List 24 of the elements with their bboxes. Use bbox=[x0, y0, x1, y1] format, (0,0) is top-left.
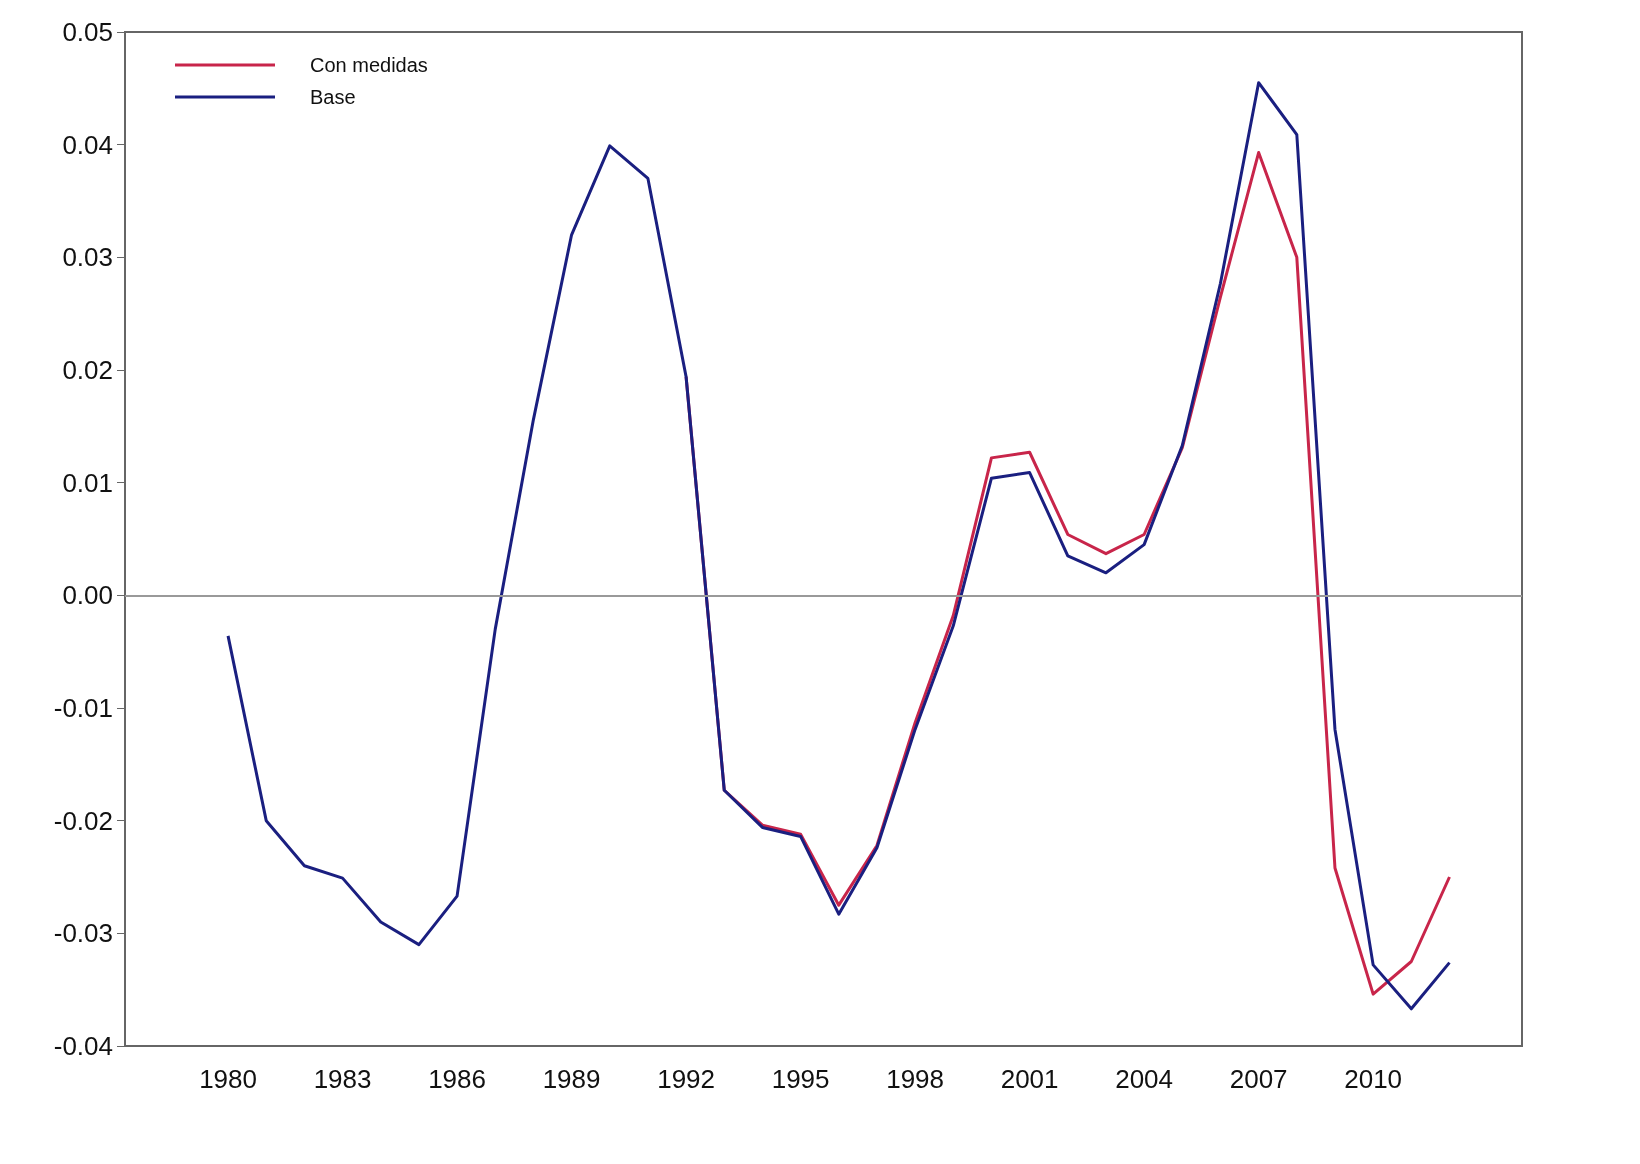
y-tick-label: 0.00 bbox=[62, 580, 113, 611]
y-tick-label: 0.01 bbox=[62, 467, 113, 498]
y-tick-label: -0.04 bbox=[53, 1031, 113, 1061]
y-tick-label: 0.02 bbox=[62, 355, 113, 385]
x-tick-label: 1983 bbox=[313, 1064, 372, 1094]
x-tick-label: 2001 bbox=[1000, 1064, 1059, 1094]
x-tick-label: 2007 bbox=[1229, 1064, 1288, 1094]
x-tick-label: 1998 bbox=[886, 1064, 945, 1094]
x-tick-label: 1989 bbox=[542, 1064, 601, 1094]
y-tick-label: -0.02 bbox=[53, 805, 113, 836]
y-tick-label: 0.03 bbox=[62, 242, 113, 273]
y-tick-label: -0.03 bbox=[53, 918, 113, 949]
y-tick-label: 0.05 bbox=[62, 17, 113, 47]
x-tick-label: 2010 bbox=[1344, 1064, 1403, 1094]
x-tick-label: 1986 bbox=[428, 1064, 486, 1094]
x-tick-label: 1980 bbox=[199, 1064, 257, 1094]
x-tick-label: 1995 bbox=[771, 1064, 830, 1094]
x-tick-label: 2004 bbox=[1115, 1064, 1174, 1094]
y-tick-label: -0.01 bbox=[53, 693, 113, 723]
x-tick-label: 1992 bbox=[657, 1064, 716, 1094]
y-tick-label: 0.04 bbox=[62, 129, 113, 160]
legend-label: Con medidas bbox=[310, 54, 428, 76]
legend-label: Base bbox=[310, 86, 356, 108]
line-series bbox=[226, 81, 1451, 1011]
